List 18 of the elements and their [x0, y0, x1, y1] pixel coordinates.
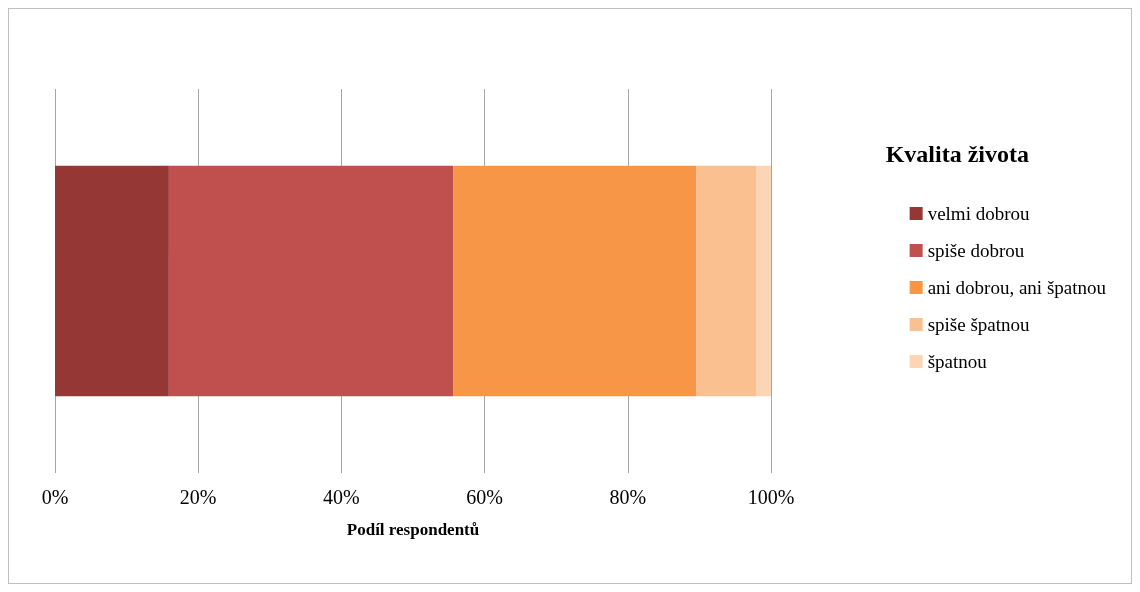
legend-label: spiše špatnou	[927, 314, 1030, 335]
legend-label: ani dobrou, ani špatnou	[927, 277, 1107, 298]
legend-title: Kvalita života	[885, 141, 1029, 167]
x-tick-label: 20%	[179, 486, 217, 508]
x-tick-label: 60%	[466, 486, 503, 508]
legend-label: velmi dobrou	[927, 203, 1030, 224]
legend-label: špatnou	[927, 351, 988, 372]
bar	[168, 165, 454, 397]
legend-label: spiše dobrou	[927, 240, 1025, 261]
bar	[453, 165, 697, 397]
x-axis-title: Podíl respondentů	[346, 520, 480, 539]
x-tick-label: 0%	[41, 486, 69, 508]
x-tick-label: 100%	[747, 486, 795, 508]
bar	[756, 165, 771, 397]
bar	[55, 165, 169, 397]
x-tick-label: 40%	[323, 486, 360, 508]
bar	[696, 165, 757, 397]
x-tick-label: 80%	[609, 486, 647, 508]
